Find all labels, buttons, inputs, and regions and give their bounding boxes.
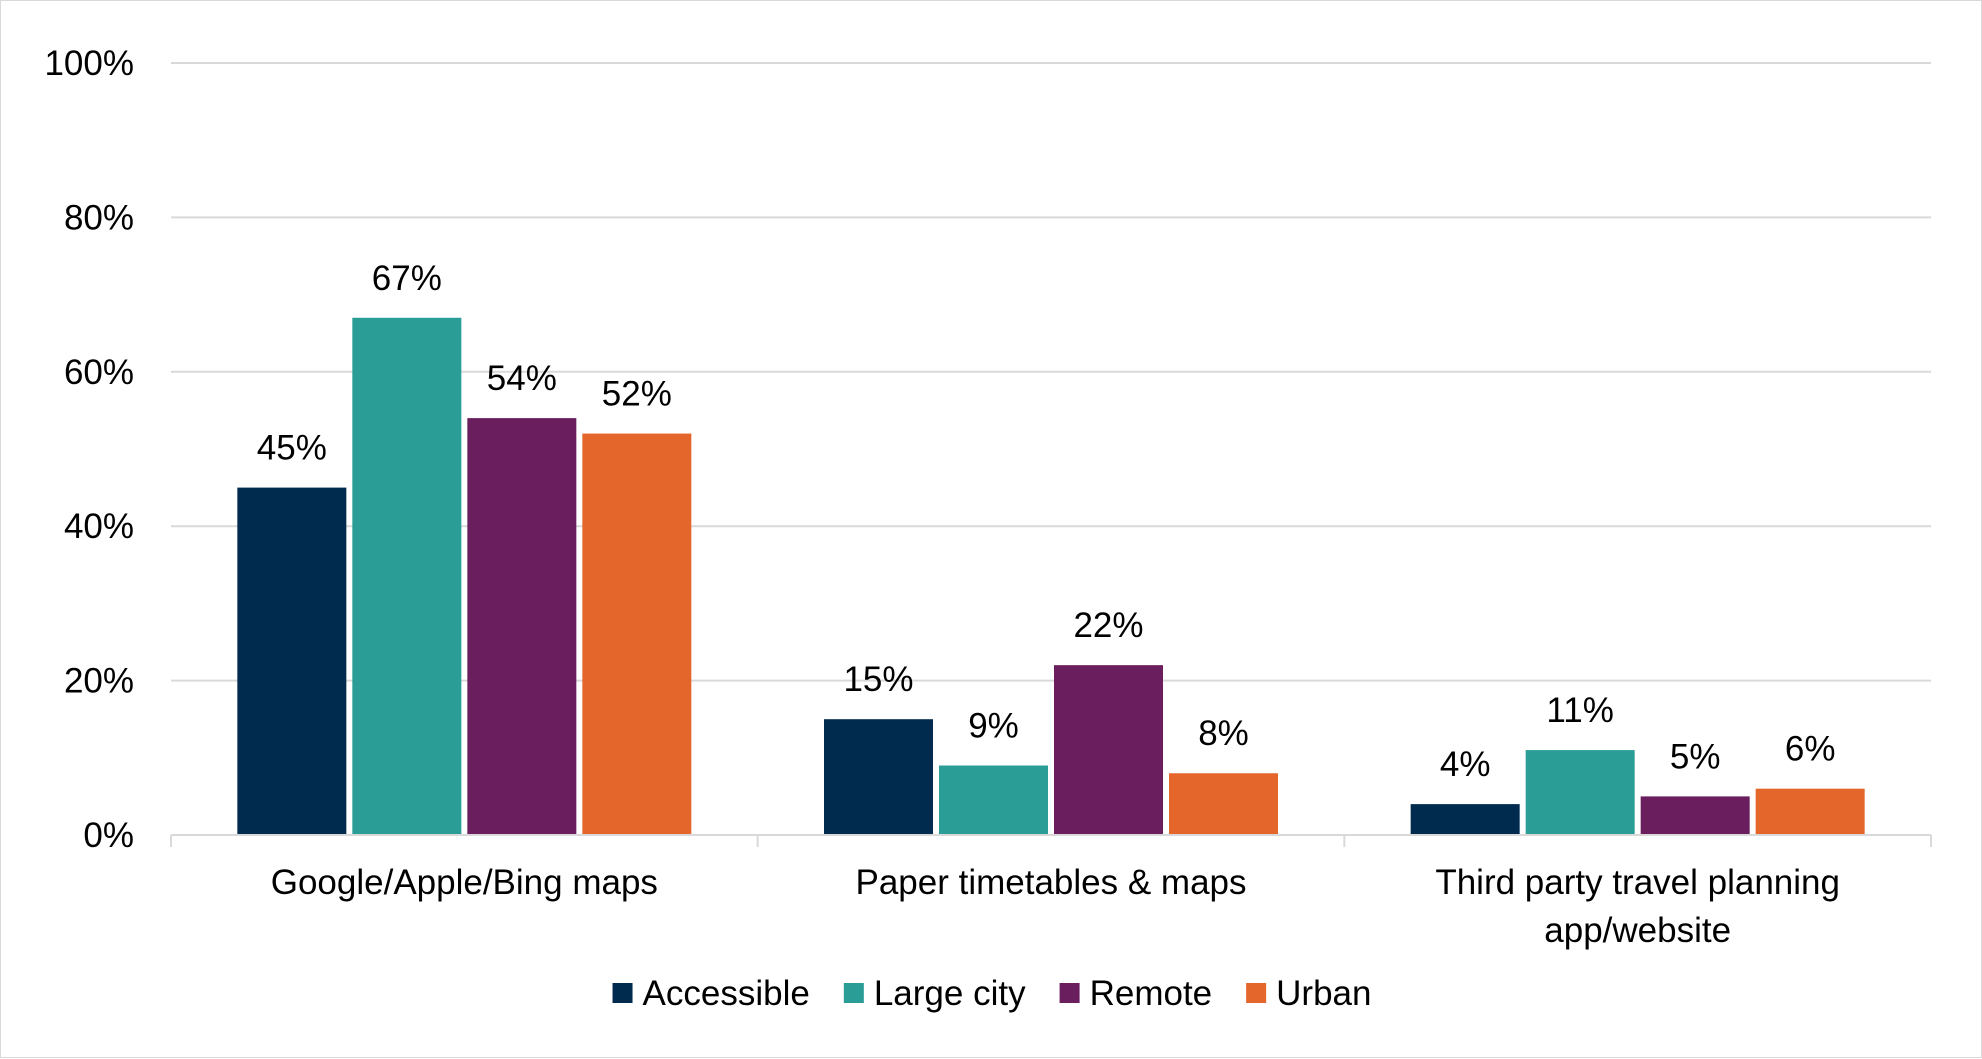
category-label: Third party travel planning: [1435, 863, 1840, 902]
bar-urban: [582, 433, 692, 835]
bar-urban: [1169, 773, 1278, 835]
bar-accessible: [1410, 804, 1520, 835]
y-tick-label: 60%: [64, 353, 134, 392]
legend-label: Large city: [874, 974, 1026, 1013]
bar-remote: [467, 418, 577, 835]
data-label: 5%: [1670, 737, 1721, 776]
y-tick-label: 80%: [64, 198, 134, 237]
y-tick-label: 0%: [83, 816, 134, 855]
data-label: 15%: [843, 660, 913, 699]
bar-large-city: [352, 317, 462, 835]
legend-item: Large city: [843, 974, 1026, 1013]
data-label: 54%: [487, 359, 557, 398]
y-tick-label: 100%: [44, 44, 134, 83]
bar-large-city: [939, 765, 1048, 835]
category-label: Paper timetables & maps: [855, 863, 1246, 902]
legend-swatch: [843, 983, 864, 1003]
bars: [237, 317, 1865, 835]
data-label: 22%: [1073, 606, 1143, 645]
data-label: 6%: [1785, 730, 1836, 769]
data-label: 8%: [1198, 714, 1249, 753]
data-label: 67%: [372, 259, 442, 298]
legend-label: Accessible: [643, 974, 810, 1013]
bar-accessible: [237, 487, 347, 835]
bar-remote: [1640, 796, 1750, 835]
legend-item: Remote: [1059, 974, 1213, 1013]
data-label: 4%: [1440, 745, 1491, 784]
data-labels: 45% 67% 54% 52% 15% 9% 22% 8% 4% 11% 5% 6%: [257, 259, 1836, 784]
legend-item: Urban: [1246, 974, 1371, 1013]
y-tick-label: 20%: [64, 662, 134, 701]
bar-urban: [1755, 788, 1865, 835]
bar-accessible: [824, 719, 933, 835]
legend: Accessible Large city Remote Urban: [612, 974, 1371, 1013]
y-tick-label: 40%: [64, 507, 134, 546]
legend-item: Accessible: [612, 974, 810, 1013]
x-axis: [170, 834, 1932, 847]
data-label: 52%: [602, 375, 672, 414]
data-label: 11%: [1546, 691, 1613, 730]
legend-label: Remote: [1090, 974, 1213, 1013]
data-label: 9%: [968, 707, 1019, 746]
legend-swatch: [1059, 983, 1080, 1003]
gridlines: [171, 62, 1931, 682]
category-label: Google/Apple/Bing maps: [271, 863, 658, 902]
legend-label: Urban: [1276, 974, 1371, 1013]
category-label: app/website: [1544, 911, 1731, 950]
legend-swatch: [1246, 983, 1267, 1003]
bar-remote: [1054, 665, 1163, 835]
legend-swatch: [612, 983, 633, 1003]
bar-large-city: [1525, 750, 1635, 835]
y-axis-tick-labels: 0% 20% 40% 60% 80% 100%: [44, 44, 134, 855]
category-labels: Google/Apple/Bing maps Paper timetables &…: [271, 863, 1840, 950]
data-label: 45%: [257, 429, 327, 468]
